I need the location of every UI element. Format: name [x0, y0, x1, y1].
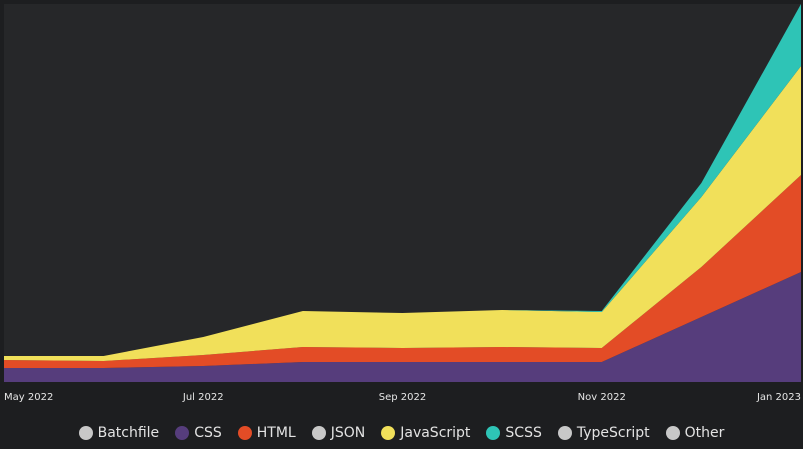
x-tick-label: Jul 2022	[182, 392, 224, 403]
legend-swatch-icon	[665, 426, 680, 440]
legend-label: Other	[684, 425, 725, 441]
legend-swatch-icon	[311, 426, 326, 440]
legend-swatch-icon	[175, 426, 190, 440]
legend-label: HTML	[256, 425, 296, 441]
x-axis-ticks: May 2022 Jul 2022 Sep 2022 Nov 2022 Jan 2023	[4, 392, 801, 403]
legend-swatch-icon	[557, 426, 572, 440]
legend-item-scss[interactable]: SCSS	[486, 425, 542, 441]
legend-item-batchfile[interactable]: Batchfile	[78, 425, 160, 441]
legend: Batchfile CSS HTML JSON JavaScript SCSS TypeSc…	[0, 422, 803, 444]
legend-item-javascript[interactable]: JavaScript	[381, 425, 470, 441]
legend-item-css[interactable]: CSS	[175, 425, 222, 441]
legend-swatch-icon	[78, 426, 93, 440]
legend-swatch-icon	[486, 426, 501, 440]
legend-label: JSON	[330, 425, 366, 441]
legend-item-html[interactable]: HTML	[237, 425, 296, 441]
area-css	[4, 272, 801, 382]
legend-swatch-icon	[381, 426, 396, 440]
legend-swatch-icon	[237, 426, 252, 440]
x-tick-label: Nov 2022	[578, 392, 626, 403]
legend-item-other[interactable]: Other	[665, 425, 725, 441]
legend-item-typescript[interactable]: TypeScript	[557, 425, 650, 441]
legend-label: SCSS	[505, 425, 542, 441]
x-tick-label: Jan 2023	[756, 392, 801, 403]
x-tick-label: May 2022	[4, 392, 53, 403]
legend-item-json[interactable]: JSON	[311, 425, 366, 441]
area-layers	[4, 4, 801, 382]
legend-label: JavaScript	[400, 425, 471, 441]
legend-label: TypeScript	[576, 425, 650, 441]
legend-label: Batchfile	[97, 425, 160, 441]
x-tick-label: Sep 2022	[379, 392, 426, 403]
legend-label: CSS	[194, 425, 222, 441]
